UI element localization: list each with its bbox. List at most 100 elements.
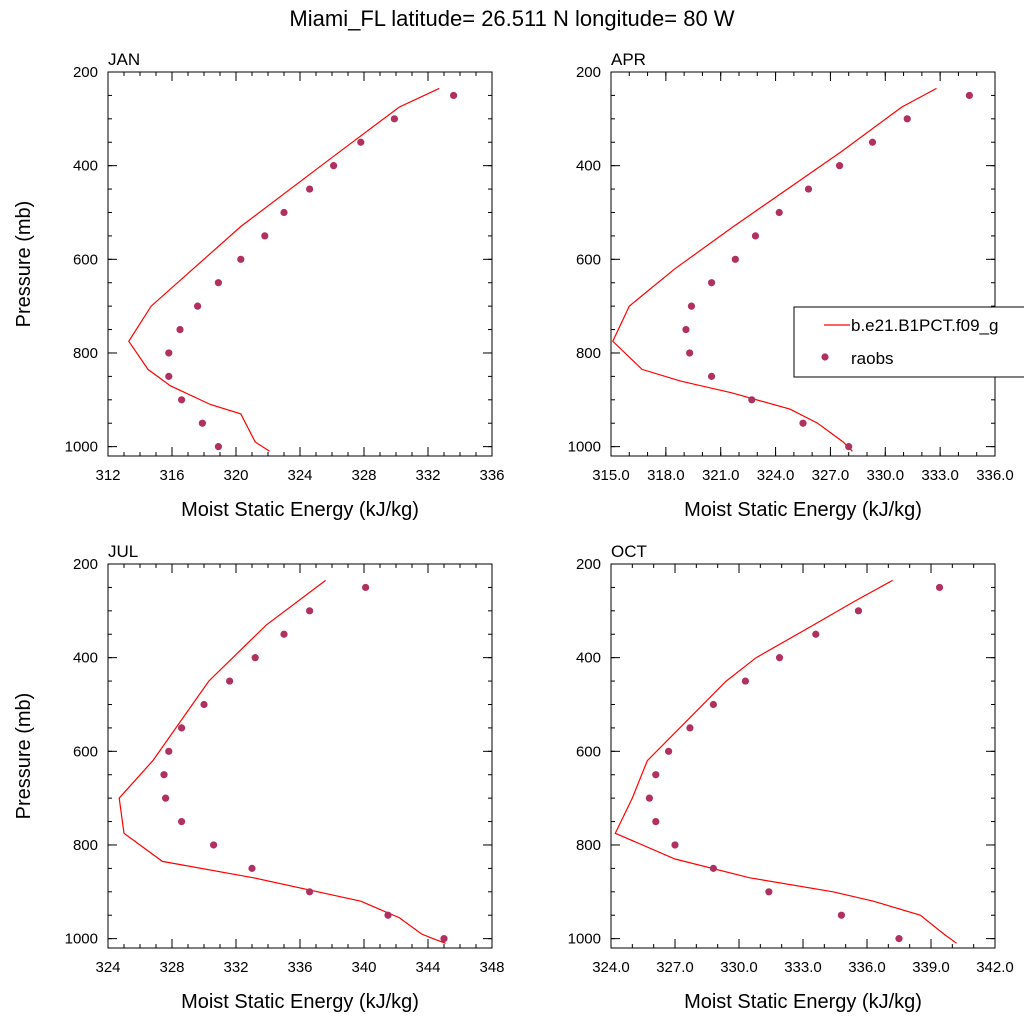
jan-raobs-point <box>194 302 202 310</box>
jul-raobs-point <box>306 607 314 615</box>
oct-raobs-point <box>652 771 660 779</box>
oct-x-axis-title: Moist Static Energy (kJ/kg) <box>684 991 922 1013</box>
jan-x-tick-label: 320 <box>223 467 248 484</box>
oct-x-tick-label: 342.0 <box>976 959 1014 976</box>
jan-raobs-point <box>176 325 184 334</box>
jul-y-tick-label: 800 <box>73 837 98 854</box>
jul-raobs-point <box>384 911 392 919</box>
jan-raobs-point <box>198 419 206 427</box>
jul-y-tick-label: 600 <box>73 743 98 760</box>
apr-raobs-point <box>707 279 716 287</box>
jul-raobs-point <box>178 817 186 826</box>
apr-raobs-point <box>707 372 716 380</box>
oct-y-tick-label: 400 <box>576 650 601 667</box>
apr-y-tick-label: 1000 <box>568 439 601 456</box>
apr-x-tick-label: 330.0 <box>867 467 905 484</box>
oct-y-tick-label: 200 <box>576 556 601 573</box>
jul-raobs-point <box>251 654 259 662</box>
oct-raobs-point <box>686 724 694 732</box>
jan-raobs-point <box>214 279 222 287</box>
jul-raobs-point <box>440 935 448 943</box>
jul-x-tick-label: 332 <box>223 959 248 976</box>
jan-x-tick-label: 332 <box>415 467 440 484</box>
jul-y-tick-label: 1000 <box>65 931 98 948</box>
jan-x-tick-label: 324 <box>287 467 312 484</box>
oct-x-tick-label: 336.0 <box>848 959 886 976</box>
apr-x-tick-label: 315.0 <box>592 467 630 484</box>
panel-jan: 312 316 320 324 328 332 336 200 400 600 800 1000 JAN… <box>13 50 505 521</box>
jan-x-tick-label: 316 <box>159 467 184 484</box>
jul-raobs-point <box>362 583 370 592</box>
apr-model-line <box>612 87 937 452</box>
jul-raobs-point <box>162 794 170 802</box>
oct-raobs-point <box>709 700 718 709</box>
apr-raobs-point <box>775 208 783 217</box>
oct-y-tick-label: 1000 <box>568 931 601 948</box>
jul-x-tick-label: 336 <box>287 959 312 976</box>
jan-raobs-point <box>450 91 458 100</box>
jul-model-line <box>118 579 446 944</box>
jul-y-tick-label: 400 <box>73 650 98 667</box>
jul-x-tick-label: 324 <box>95 959 120 976</box>
apr-raobs-point <box>731 255 739 263</box>
figure-title: Miami_FL latitude= 26.511 N longitude= 8… <box>289 6 735 31</box>
jul-raobs-point <box>160 771 168 779</box>
oct-x-tick-label: 327.0 <box>656 959 694 976</box>
jan-y-axis-title: Pressure (mb) <box>13 201 35 328</box>
oct-raobs-point <box>709 864 718 872</box>
oct-raobs-point <box>665 747 673 755</box>
jan-raobs-point <box>261 232 269 240</box>
jan-raobs-point <box>330 162 338 170</box>
apr-raobs-point <box>751 232 760 240</box>
apr-plot-frame <box>610 71 996 457</box>
jul-raobs-point <box>210 841 218 849</box>
panel-jul: 324 328 332 336 340 344 348 200 400 600 800 1000 JUL… <box>13 542 505 1013</box>
apr-x-tick-label: 324.0 <box>757 467 795 484</box>
jan-model-line <box>128 87 440 452</box>
oct-plot-frame <box>610 563 996 949</box>
jul-panel-label: JUL <box>108 542 138 561</box>
legend-raobs-marker <box>821 353 829 361</box>
jul-raobs-point <box>306 888 314 896</box>
jan-x-tick-label: 312 <box>95 467 120 484</box>
apr-raobs-point <box>687 302 696 310</box>
jul-raobs-point <box>226 677 234 685</box>
jan-raobs-point <box>165 349 173 357</box>
jan-raobs-point <box>306 185 314 193</box>
jan-raobs-point <box>280 208 288 217</box>
apr-raobs-point <box>903 115 911 123</box>
legend-box <box>793 306 1024 378</box>
jul-x-tick-label: 340 <box>351 959 376 976</box>
jan-raobs-point <box>237 255 245 263</box>
apr-x-axis-title: Moist Static Energy (kJ/kg) <box>684 499 922 521</box>
jan-panel-label: JAN <box>108 50 140 69</box>
oct-raobs-point <box>837 911 846 919</box>
oct-x-tick-label: 339.0 <box>912 959 950 976</box>
oct-raobs-point <box>775 654 784 662</box>
jul-x-axis-title: Moist Static Energy (kJ/kg) <box>181 991 419 1013</box>
jul-x-tick-label: 344 <box>415 959 440 976</box>
jan-raobs-point <box>357 138 365 146</box>
oct-panel-label: OCT <box>611 542 647 561</box>
apr-x-tick-label: 321.0 <box>702 467 740 484</box>
oct-raobs-point <box>854 607 863 615</box>
jul-raobs-point <box>178 724 186 732</box>
legend-raobs-label: raobs <box>851 349 894 368</box>
legend-model-label: b.e21.B1PCT.f09_g <box>851 316 998 335</box>
oct-y-tick-label: 600 <box>576 743 601 760</box>
oct-raobs-point <box>935 583 944 592</box>
apr-y-tick-label: 200 <box>576 64 601 81</box>
apr-x-tick-label: 327.0 <box>812 467 850 484</box>
jan-raobs-point <box>390 115 398 123</box>
jan-x-tick-label: 328 <box>351 467 376 484</box>
jan-raobs-point <box>214 443 222 451</box>
jul-raobs-point <box>165 747 173 755</box>
apr-raobs-point <box>686 349 694 357</box>
apr-y-tick-label: 400 <box>576 158 601 175</box>
apr-x-tick-label: 318.0 <box>647 467 685 484</box>
jan-plot-frame <box>107 71 493 457</box>
oct-raobs-point <box>812 630 820 638</box>
apr-raobs-point <box>835 162 844 170</box>
